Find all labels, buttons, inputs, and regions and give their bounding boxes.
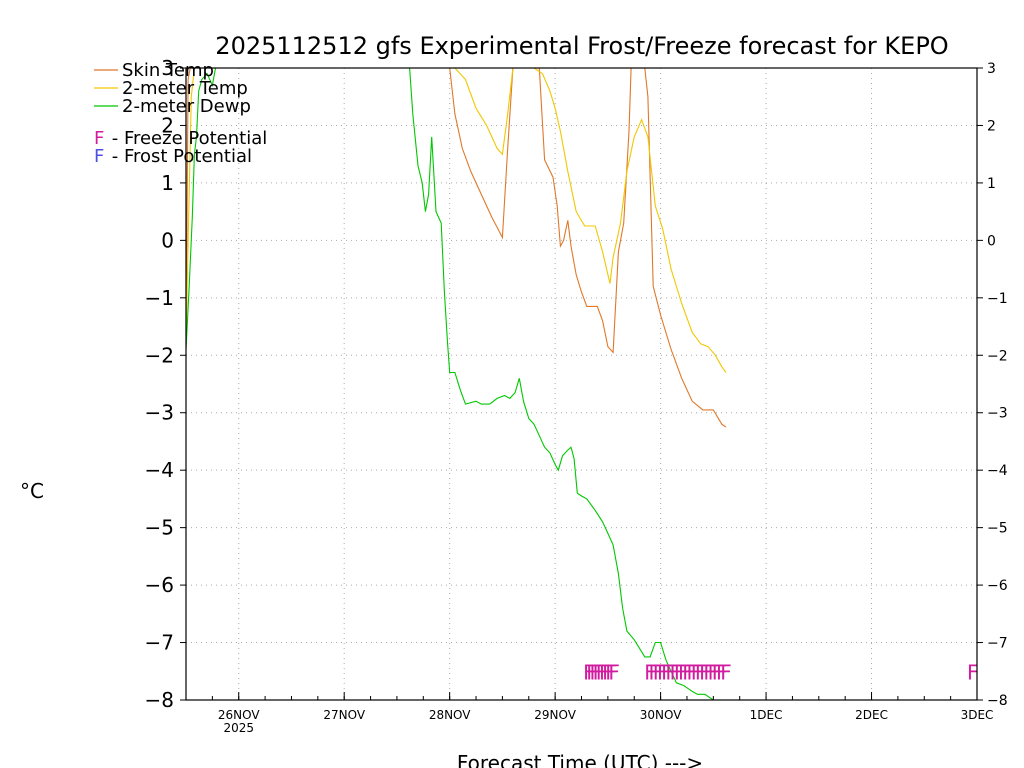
x-tick-label: 30NOV bbox=[640, 708, 682, 722]
freeze-marker: F bbox=[665, 660, 677, 684]
freeze-marker: F bbox=[653, 660, 665, 684]
x-tick-label: 27NOV bbox=[323, 708, 365, 722]
freeze-marker: F bbox=[678, 660, 690, 684]
x-tick-label: 1DEC bbox=[750, 708, 783, 722]
freeze-marker: F bbox=[596, 660, 608, 684]
y-tick-label-left: −2 bbox=[145, 343, 174, 367]
y-tick-label-right: −5 bbox=[987, 521, 1008, 537]
y-tick-label-right: 2 bbox=[987, 118, 996, 134]
y-tick-label-left: −4 bbox=[145, 458, 174, 482]
y-tick-label-right: 1 bbox=[987, 176, 996, 192]
y-tick-label-right: −4 bbox=[987, 463, 1008, 479]
x-tick-label: 2DEC bbox=[855, 708, 888, 722]
legend-marker-label: - Freeze Potential bbox=[106, 128, 267, 149]
freeze-marker: F bbox=[583, 660, 595, 684]
freeze-marker: F bbox=[608, 660, 620, 684]
freeze-marker: F bbox=[720, 660, 732, 684]
freeze-marker: F bbox=[699, 660, 711, 684]
x-axis-label: Forecast Time (UTC) ---> bbox=[457, 751, 703, 768]
x-tick-label: 3DEC bbox=[961, 708, 994, 722]
freeze-marker: F bbox=[670, 660, 682, 684]
y-tick-label-right: 3 bbox=[987, 61, 996, 77]
y-axis-right: 3 2 1 0 −1 −2 −3 −4 −5 −6 −7 −8 bbox=[977, 61, 1008, 709]
freeze-marker: F bbox=[602, 660, 614, 684]
grid-lines bbox=[186, 68, 977, 700]
chart-title: 2025112512 gfs Experimental Frost/Freeze… bbox=[215, 32, 948, 60]
freeze-marker: F bbox=[593, 660, 605, 684]
freeze-marker: F bbox=[686, 660, 698, 684]
legend-marker-symbol: F bbox=[94, 128, 104, 149]
series-line-2-meter-dewp bbox=[186, 68, 715, 700]
y-tick-label-right: −6 bbox=[987, 578, 1008, 594]
y-tick-label-right: 0 bbox=[987, 233, 996, 249]
y-axis-label: °C bbox=[20, 479, 44, 503]
freeze-marker: F bbox=[605, 660, 617, 684]
y-tick-label-left: −3 bbox=[145, 401, 174, 425]
freeze-marker: F bbox=[599, 660, 611, 684]
y-tick-label-right: −2 bbox=[987, 348, 1008, 364]
legend-label-2-meter-dewp: 2-meter Dewp bbox=[122, 96, 251, 117]
series-lines bbox=[186, 68, 727, 700]
y-tick-label-left: 0 bbox=[161, 228, 174, 252]
y-tick-label-left: 2 bbox=[161, 113, 174, 137]
x-tick-sublabel: 2025 bbox=[223, 721, 254, 735]
legend-marker-label: - Frost Potential bbox=[106, 146, 252, 167]
y-tick-label-left: −6 bbox=[145, 573, 174, 597]
y-tick-label-right: −8 bbox=[987, 693, 1008, 709]
y-tick-label-left: 3 bbox=[161, 56, 174, 80]
freeze-marker: F bbox=[657, 660, 669, 684]
freeze-marker: F bbox=[586, 660, 598, 684]
x-tick-label: 26NOV bbox=[218, 708, 260, 722]
y-axis-left: 3 2 1 0 −1 −2 −3 −4 −5 −6 −7 −8 bbox=[145, 56, 186, 712]
freeze-marker: F bbox=[712, 660, 724, 684]
freeze-marker: F bbox=[644, 660, 656, 684]
y-tick-label-left: −7 bbox=[145, 631, 174, 655]
x-tick-label: 29NOV bbox=[534, 708, 576, 722]
x-tick-label: 28NOV bbox=[429, 708, 471, 722]
freeze-marker: F bbox=[716, 660, 728, 684]
freeze-marker: F bbox=[589, 660, 601, 684]
series-line-2-meter-temp bbox=[186, 68, 727, 373]
freeze-marker: F bbox=[695, 660, 707, 684]
legend-label-2-meter-temp: 2-meter Temp bbox=[122, 78, 248, 99]
y-tick-label-left: −8 bbox=[145, 688, 174, 712]
freeze-marker: F bbox=[649, 660, 661, 684]
plot-frame bbox=[185, 67, 978, 701]
freeze-marker: F bbox=[661, 660, 673, 684]
freeze-marker: F bbox=[674, 660, 686, 684]
series-line-skin-temp bbox=[186, 68, 727, 428]
legend-label-skin-temp: Skin Temp bbox=[122, 60, 214, 81]
y-tick-label-left: 1 bbox=[161, 171, 174, 195]
freeze-marker: F bbox=[691, 660, 703, 684]
legend-marker-symbol: F bbox=[94, 146, 104, 167]
freeze-marker: F bbox=[703, 660, 715, 684]
y-tick-label-left: −5 bbox=[145, 516, 174, 540]
freeze-marker: F bbox=[708, 660, 720, 684]
y-tick-label-left: −1 bbox=[145, 286, 174, 310]
freeze-marker: F bbox=[967, 660, 979, 684]
y-tick-label-right: −7 bbox=[987, 636, 1008, 652]
y-tick-label-right: −1 bbox=[987, 291, 1008, 307]
y-tick-label-right: −3 bbox=[987, 406, 1008, 422]
freeze-marker: F bbox=[682, 660, 694, 684]
